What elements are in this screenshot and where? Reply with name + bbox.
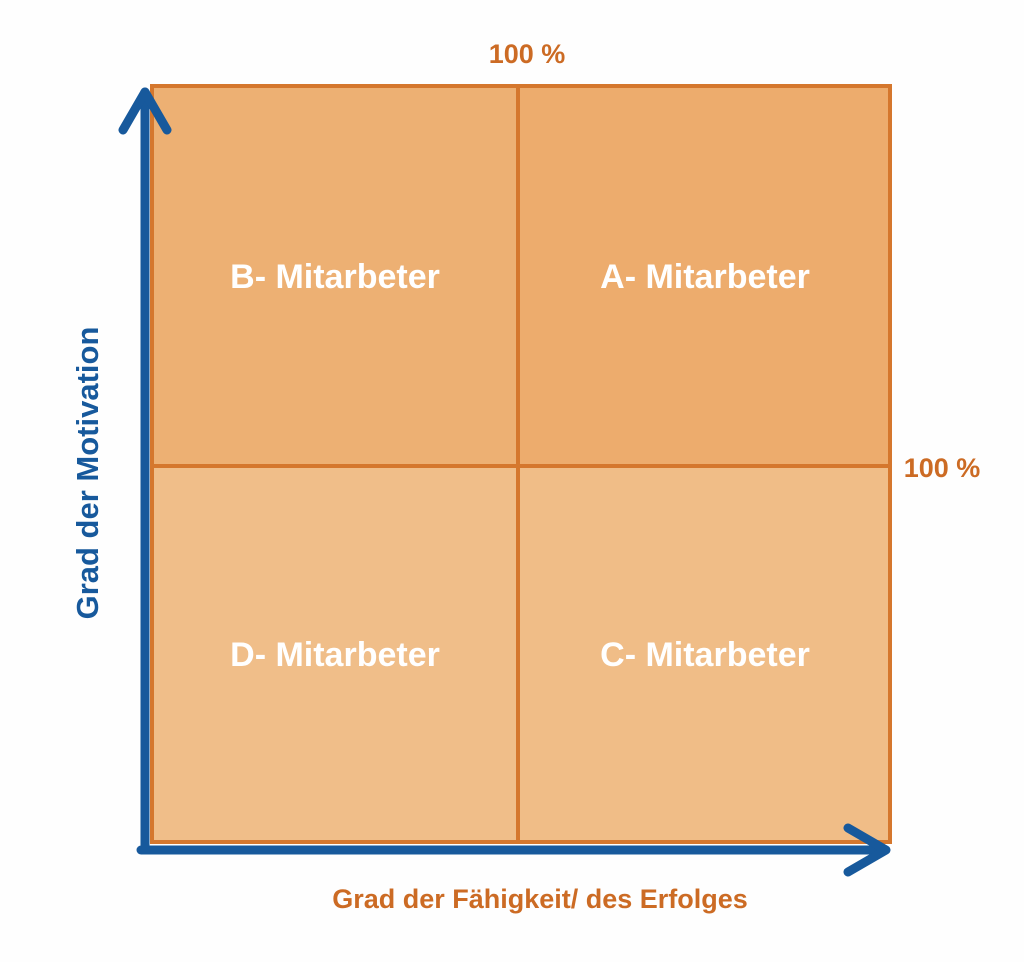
quadrant-label: B- Mitarbeter [230,258,440,296]
quadrant-c [518,466,890,842]
y-axis-label: Grad der Motivation [70,327,105,620]
y-axis-arrow [118,87,172,135]
x-axis-label: Grad der Fähigkeit/ des Erfolges [332,884,748,914]
quadrant-label: A- Mitarbeter [600,258,810,296]
quadrant-label: D- Mitarbeter [230,636,440,674]
quadrant-a [518,86,890,466]
quadrant-d [152,466,518,842]
right-label: 100 % [904,453,981,483]
top-label: 100 % [489,39,566,69]
quadrant-label: C- Mitarbeter [600,636,810,674]
x-axis-arrow [843,823,891,877]
quadrant-b [152,86,518,466]
